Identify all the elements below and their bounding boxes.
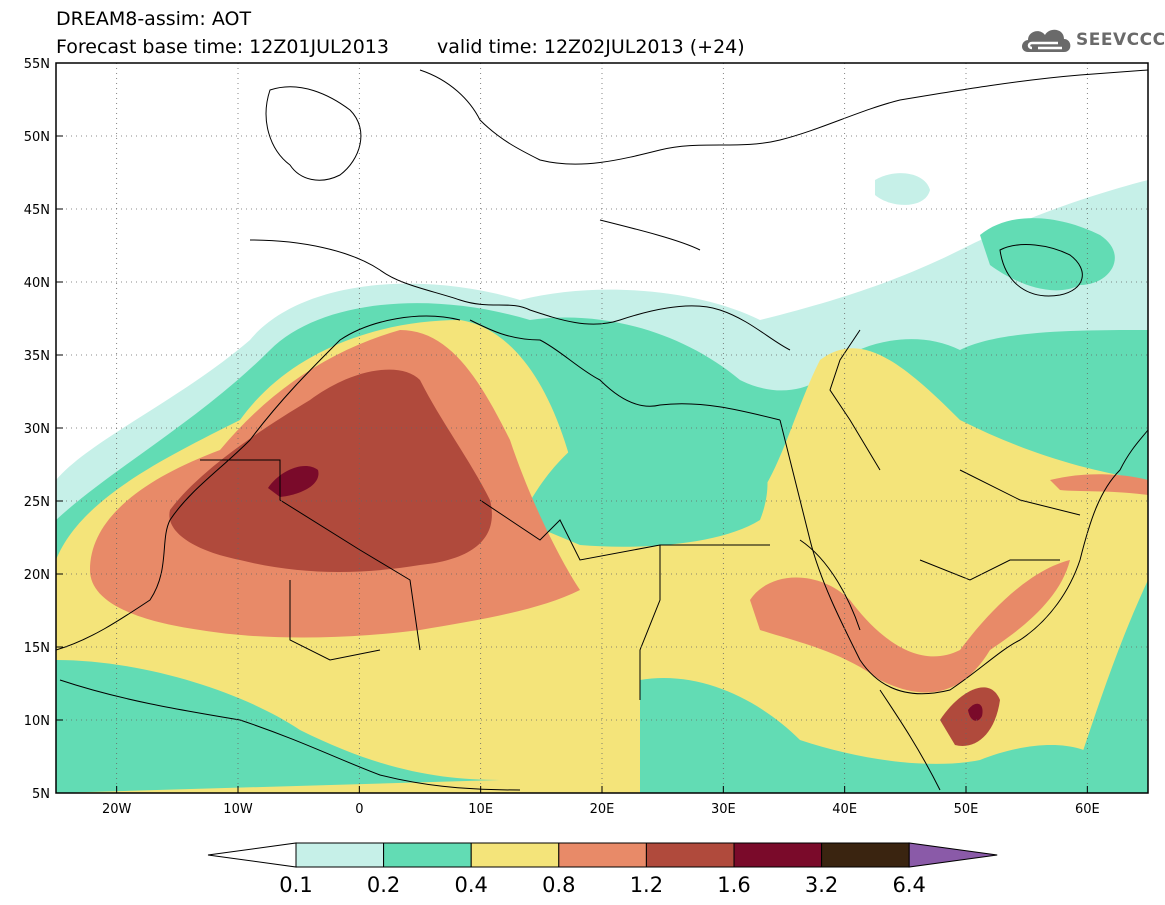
lon-tick-label: 40E	[832, 802, 857, 817]
coastlines	[56, 69, 1148, 791]
valid-time: valid time: 12Z02JUL2013 (+24)	[436, 36, 745, 58]
colorbar-label: 0.2	[367, 873, 400, 897]
colorbar-bin	[295, 842, 385, 868]
lat-tick-label: 30N	[24, 422, 50, 437]
lat-tick-label: 15N	[24, 641, 50, 656]
lat-tick-label: 20N	[24, 568, 50, 583]
aot-contour-0.4-south	[56, 660, 500, 793]
colorbar-label: 1.6	[717, 873, 750, 897]
graticule	[56, 63, 1148, 793]
lon-tick-label: 10W	[223, 802, 253, 817]
colorbar-low-arrow	[207, 842, 297, 868]
lat-tick-label: 45N	[24, 203, 50, 218]
aot-contour-1.6-east	[968, 703, 983, 721]
colorbar-label: 0.8	[542, 873, 575, 897]
map-title: DREAM8-assim: AOT	[56, 8, 252, 30]
lat-tick-label: 40N	[24, 276, 50, 291]
lon-tick-label: 60E	[1075, 802, 1100, 817]
aot-contour-0.4-east-africa	[640, 678, 1100, 793]
lat-tick-label: 10N	[24, 714, 50, 729]
lon-tick-label: 30E	[711, 802, 736, 817]
aot-contour-0.8-arabia	[750, 560, 1070, 693]
colorbar-bin	[645, 842, 735, 868]
colorbar-high-arrow	[908, 842, 998, 868]
lon-tick-label: 0	[355, 802, 363, 817]
latitude-axis: 5N 10N 15N 20N 25N 30N 35N 40N 45N 50N 55N	[24, 57, 63, 802]
lon-tick-label: 10E	[468, 802, 493, 817]
colorbar-label: 3.2	[805, 873, 838, 897]
seevccc-logo: SEEVCCC	[1018, 22, 1165, 56]
colorbar-bin	[558, 842, 647, 868]
aot-contour-1.2	[169, 369, 492, 572]
lat-tick-label: 55N	[24, 57, 50, 72]
lat-tick-label: 5N	[32, 787, 50, 802]
colorbar-label: 1.2	[630, 873, 663, 897]
lon-tick-label: 20W	[102, 802, 132, 817]
logo-text: SEEVCCC	[1076, 30, 1165, 50]
cloud-icon	[1022, 29, 1071, 52]
colorbar-label: 6.4	[892, 873, 925, 897]
lon-tick-label: 50E	[954, 802, 979, 817]
lat-tick-label: 50N	[24, 130, 50, 145]
base-time: Forecast base time: 12Z01JUL2013	[56, 36, 389, 58]
lat-tick-label: 25N	[24, 495, 50, 510]
aot-contour-0.2b	[980, 218, 1115, 291]
aot-contour-0.8-gulf	[1050, 474, 1148, 495]
colorbar-label: 0.4	[454, 873, 487, 897]
colorbar-bin	[470, 842, 560, 868]
lon-tick-label: 20E	[590, 802, 615, 817]
colorbar-label: 0.1	[279, 873, 312, 897]
colorbar-bin	[821, 842, 910, 868]
lat-tick-label: 35N	[24, 349, 50, 364]
colorbar-bin	[383, 842, 472, 868]
time-line: Forecast base time: 12Z01JUL2013 valid ti…	[56, 38, 745, 57]
longitude-axis: 20W 10W 0 10E 20E 30E 40E 50E 60E	[102, 786, 1100, 817]
aot-contour-1.6	[268, 466, 319, 497]
aot-contour-0.4-green-hole	[520, 414, 768, 547]
aot-contour-1.2-east	[940, 687, 1000, 746]
colorbar-bin	[733, 842, 823, 868]
aot-contour-0.1b	[875, 173, 930, 205]
